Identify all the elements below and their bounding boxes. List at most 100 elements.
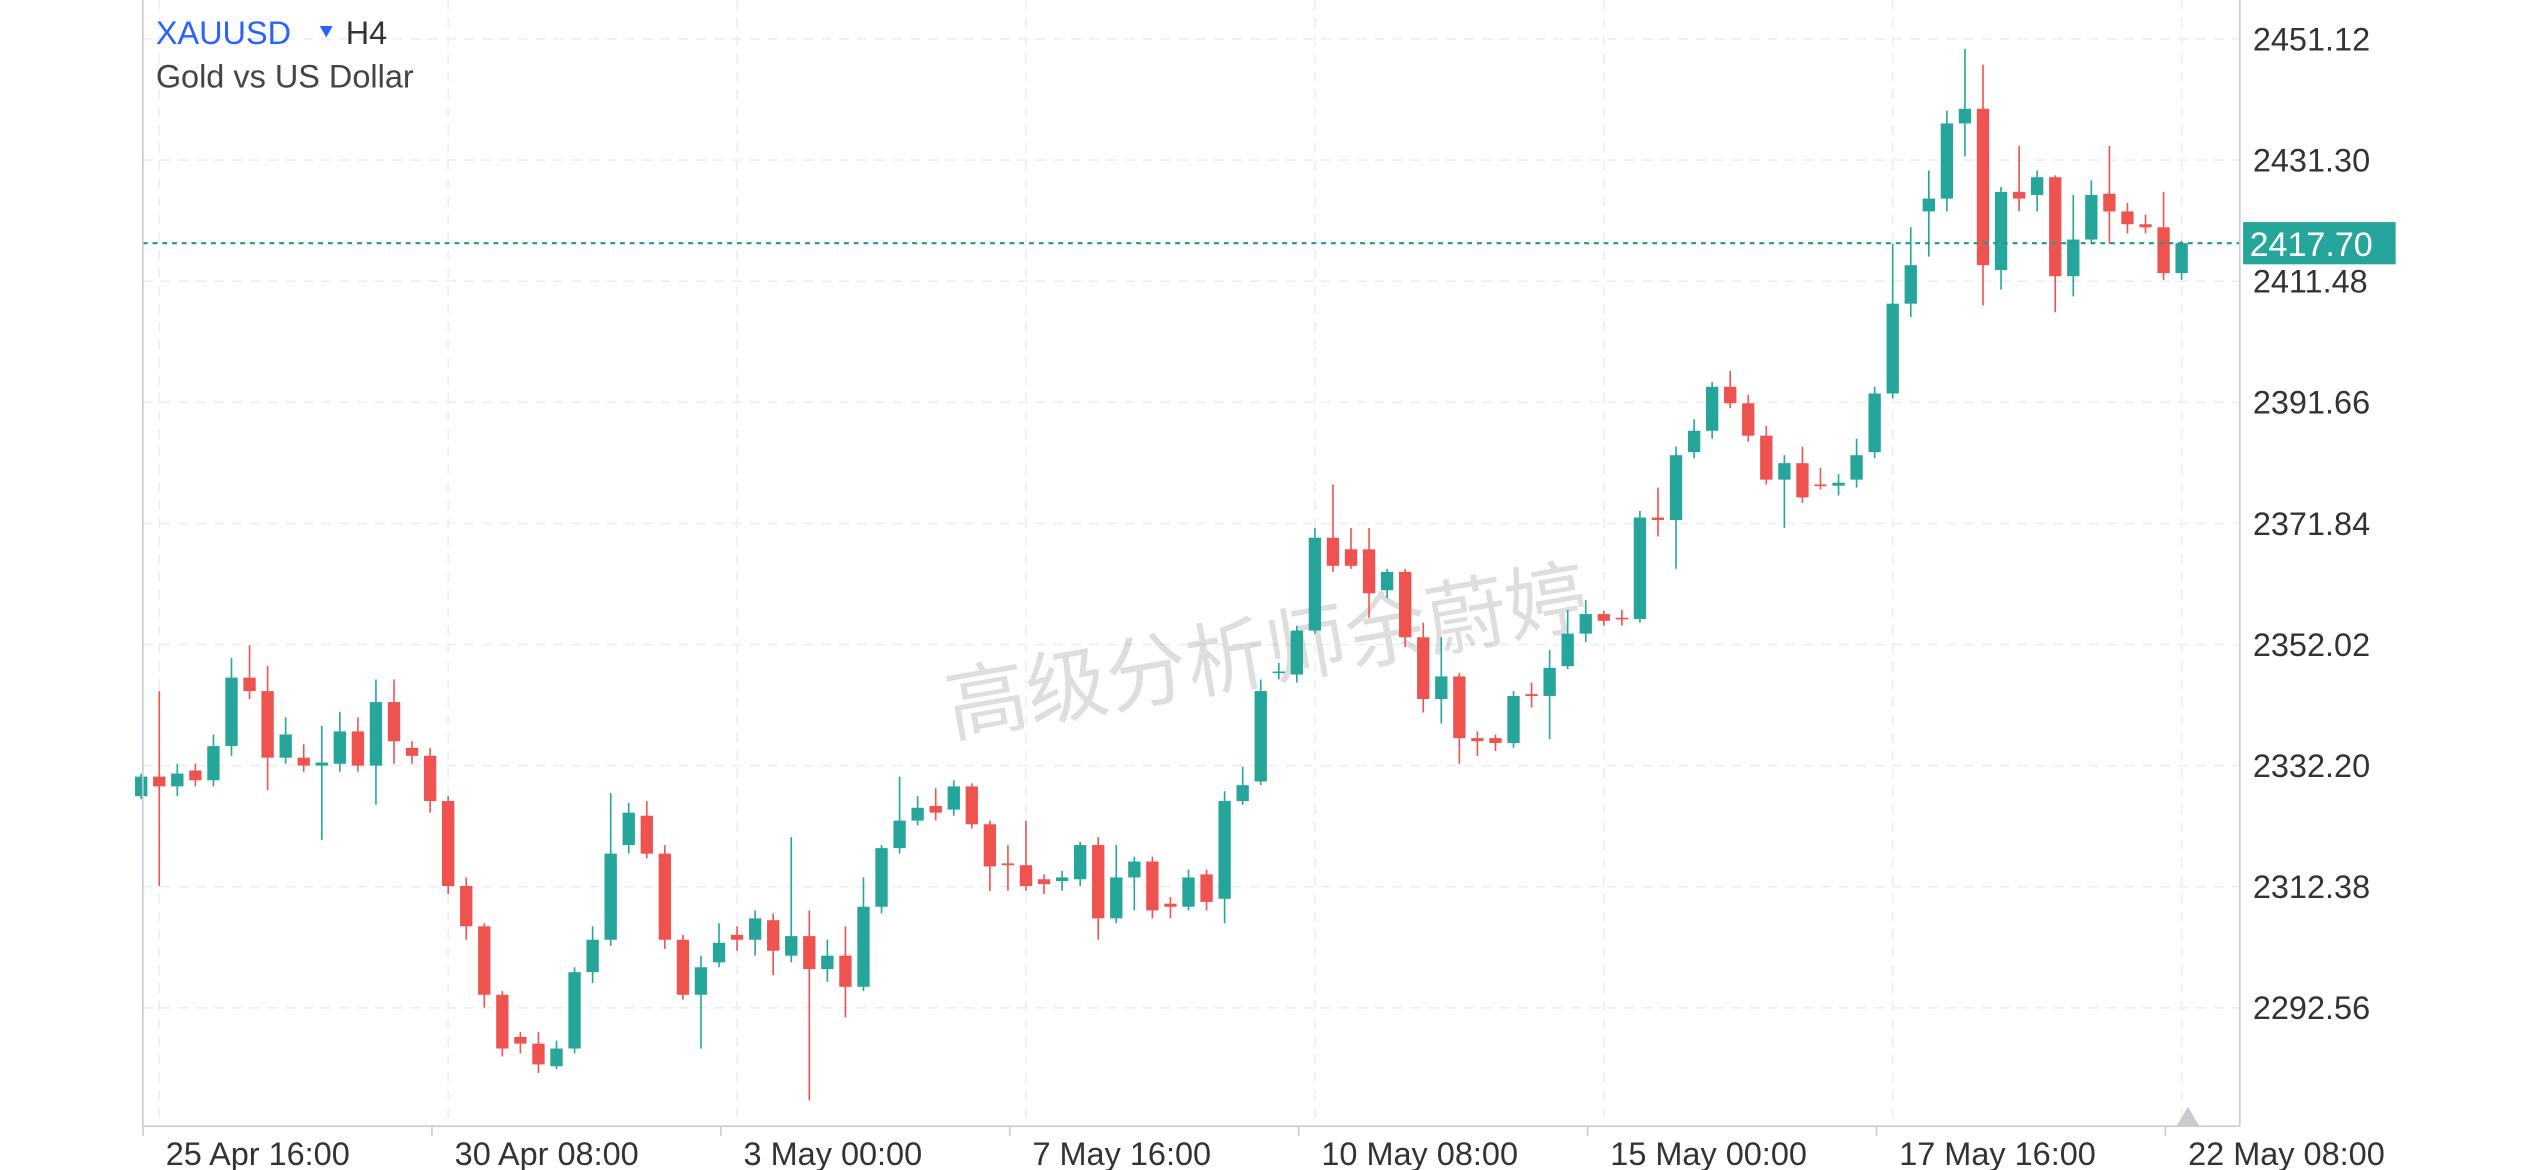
candle-body bbox=[604, 853, 617, 940]
x-tick-label: 7 May 16:00 bbox=[1032, 1136, 1211, 1170]
scroll-marker[interactable] bbox=[2176, 1106, 2200, 1127]
y-tick-label: 2332.20 bbox=[2253, 748, 2370, 784]
x-tick-label: 10 May 08:00 bbox=[1321, 1136, 1518, 1170]
candle-body bbox=[1308, 537, 1322, 631]
x-tick-label: 25 Apr 16:00 bbox=[166, 1136, 350, 1170]
candle-body bbox=[1001, 863, 1015, 866]
candle-body bbox=[1362, 549, 1376, 594]
candle-body bbox=[1579, 614, 1592, 634]
candle-body bbox=[207, 746, 220, 781]
x-tick-label: 3 May 00:00 bbox=[744, 1136, 923, 1170]
candle-body bbox=[2085, 194, 2098, 240]
candle-body bbox=[496, 994, 509, 1049]
x-tick-label: 22 May 08:00 bbox=[2188, 1136, 2385, 1170]
candle-body bbox=[478, 926, 491, 995]
candle-body bbox=[947, 786, 960, 810]
candle-body bbox=[983, 824, 997, 867]
candle-body bbox=[568, 972, 581, 1049]
candle-body bbox=[1055, 877, 1069, 882]
candle-body bbox=[2103, 193, 2116, 212]
candle-body bbox=[622, 812, 635, 846]
y-tick-label: 2431.30 bbox=[2253, 142, 2370, 178]
candle-body bbox=[929, 805, 942, 813]
candle-body bbox=[135, 776, 148, 797]
candle-body bbox=[2121, 211, 2134, 225]
candle-body bbox=[1218, 801, 1231, 899]
candle-body bbox=[2012, 191, 2026, 199]
candle-body bbox=[153, 776, 166, 787]
candle-body bbox=[1669, 455, 1683, 520]
candle-body bbox=[911, 807, 924, 821]
candle-body bbox=[1128, 861, 1141, 878]
subtitle: Gold vs US Dollar bbox=[156, 59, 414, 95]
candles bbox=[135, 48, 2240, 1101]
candle-body bbox=[1868, 393, 1881, 453]
candle-body bbox=[1037, 879, 1051, 885]
axis-labels: 2292.56 2312.38 2332.20 2352.02 2371.84 2391.… bbox=[142, 21, 2396, 1170]
candle-body bbox=[1615, 617, 1629, 620]
y-tick-label: 2391.66 bbox=[2253, 385, 2370, 421]
candle-body bbox=[965, 786, 978, 825]
candle-body bbox=[1886, 303, 1899, 394]
candle-body bbox=[1073, 845, 1087, 880]
candle-body bbox=[1507, 695, 1520, 744]
candle-body bbox=[1760, 435, 1773, 480]
candle-body bbox=[1832, 482, 1845, 486]
candle-body bbox=[2067, 239, 2080, 277]
candle-body bbox=[171, 773, 184, 787]
candle-body bbox=[1543, 667, 1556, 696]
candle-body bbox=[1435, 676, 1448, 700]
candle-body bbox=[676, 939, 690, 995]
y-tick-label: 2352.02 bbox=[2253, 627, 2370, 663]
candle-body bbox=[2139, 224, 2152, 228]
candle-body bbox=[658, 853, 672, 940]
x-tick-label: 30 Apr 08:00 bbox=[455, 1136, 639, 1170]
symbol-dropdown-icon[interactable] bbox=[319, 26, 333, 38]
candle-body bbox=[514, 1036, 527, 1044]
candle-body bbox=[1724, 386, 1737, 404]
candle-body bbox=[839, 955, 852, 987]
candle-body bbox=[1705, 386, 1719, 431]
candle-body bbox=[2157, 227, 2170, 274]
candle-body bbox=[1399, 571, 1412, 638]
candle-body bbox=[1272, 671, 1285, 674]
candle-body bbox=[405, 747, 419, 756]
candle-body bbox=[1110, 877, 1123, 919]
current-price-badge bbox=[2243, 222, 2396, 265]
candle-body bbox=[261, 691, 274, 758]
candle-body bbox=[1146, 861, 1159, 911]
candle-body bbox=[532, 1043, 545, 1065]
candle-body bbox=[1814, 484, 1827, 487]
timeframe[interactable]: H4 bbox=[346, 15, 387, 51]
candle-body bbox=[803, 936, 816, 970]
candle-body bbox=[1236, 785, 1249, 802]
candle-body bbox=[694, 967, 708, 995]
y-tick-label: 2371.84 bbox=[2253, 506, 2370, 542]
x-tick-label: 17 May 16:00 bbox=[1899, 1136, 2096, 1170]
candle-body bbox=[893, 820, 906, 849]
candle-body bbox=[1019, 865, 1033, 886]
candle-body bbox=[821, 955, 834, 970]
candle-body bbox=[1344, 549, 1358, 566]
y-tick-label: 2451.12 bbox=[2253, 21, 2370, 57]
candle-body bbox=[351, 731, 365, 766]
candle-body bbox=[1922, 198, 1935, 212]
symbol[interactable]: XAUUSD bbox=[156, 15, 291, 51]
candle-body bbox=[1976, 108, 1990, 266]
candle-body bbox=[712, 942, 726, 963]
grid-layer bbox=[142, 0, 2240, 1127]
candle-body bbox=[1164, 903, 1177, 907]
candle-body bbox=[1290, 630, 1304, 675]
candle-body bbox=[1561, 633, 1574, 667]
candle-body bbox=[875, 848, 888, 907]
candle-body bbox=[315, 762, 328, 766]
candle-body bbox=[2175, 243, 2188, 274]
candle-body bbox=[1182, 877, 1195, 907]
candle-body bbox=[442, 801, 455, 886]
candle-body bbox=[1326, 537, 1340, 566]
candle-body bbox=[243, 677, 256, 692]
candle-body bbox=[767, 920, 780, 951]
candle-body bbox=[1200, 874, 1213, 902]
candle-body bbox=[748, 918, 762, 940]
